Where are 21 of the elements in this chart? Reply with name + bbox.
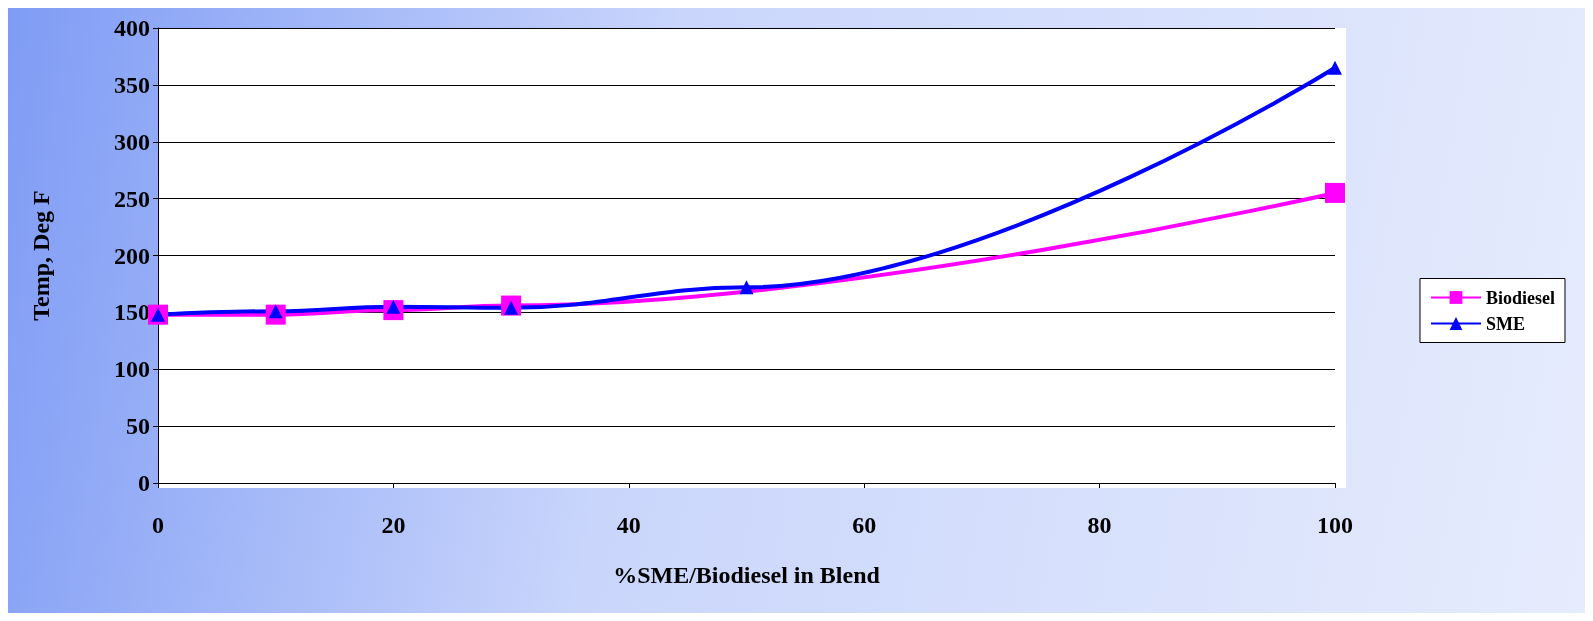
legend-label: Biodiesel [1486, 287, 1556, 308]
x-tick-label: 40 [616, 512, 641, 538]
x-axis-title: %SME/Biodiesel in Blend [613, 562, 881, 588]
x-tick-label: 60 [852, 512, 877, 538]
x-tick-label: 80 [1087, 512, 1112, 538]
point [1325, 182, 1345, 203]
y-tick-label: 200 [114, 242, 150, 269]
y-tick-label: 300 [114, 128, 150, 155]
y-tick-label: 100 [114, 356, 150, 383]
legend-label: SME [1486, 313, 1526, 334]
y-tick-label: 150 [114, 299, 150, 326]
x-tick-label: 20 [381, 512, 406, 538]
y-tick-label: 250 [114, 185, 150, 212]
y-tick-label: 400 [114, 15, 150, 41]
x-tick-label: 100 [1317, 512, 1353, 538]
y-tick-label: 50 [126, 413, 150, 440]
point [1328, 60, 1342, 75]
point [739, 280, 754, 295]
y-tick-label: 0 [138, 470, 150, 496]
y-tick-label: 350 [114, 71, 150, 98]
y-axis-title: Temp, Deg F [28, 190, 54, 321]
